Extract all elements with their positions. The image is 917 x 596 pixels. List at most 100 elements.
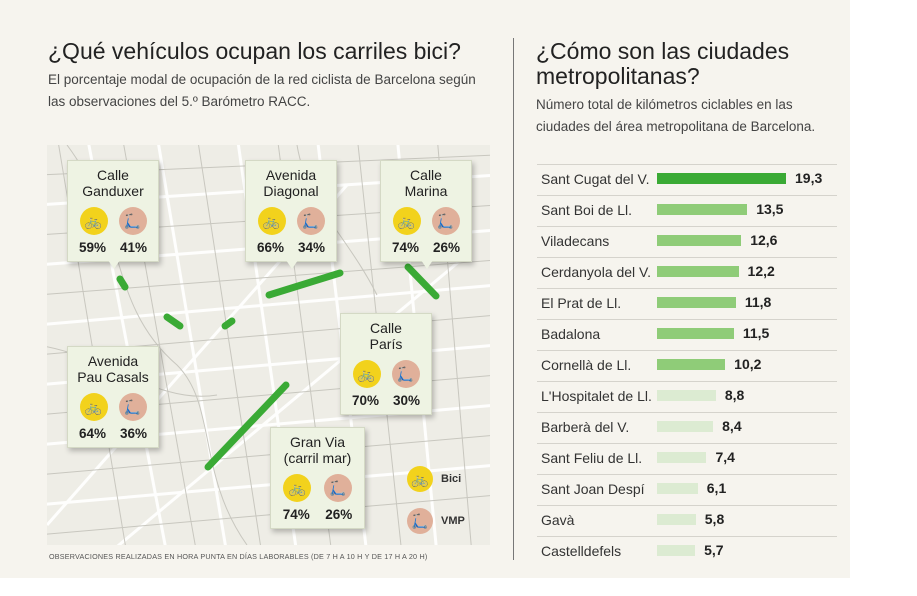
value-label: 6,1	[706, 480, 727, 496]
left-subtitle-line-1: El porcentaje modal de ocupación de la r…	[48, 72, 476, 87]
location-card-marina: Calle Marina 🚲 🛴 74% 26%	[380, 160, 472, 262]
chart-row: Sant Cugat del V. 19,3	[537, 164, 837, 196]
bar	[657, 545, 696, 556]
value-label: 7,4	[715, 449, 735, 465]
location-card-diagonal: Avenida Diagonal 🚲 🛴 66% 34%	[245, 160, 337, 262]
scooter-icon: 🛴	[118, 393, 147, 421]
right-title-line-2: metropolitanas?	[536, 63, 700, 89]
category-label: El Prat de Ll.	[541, 295, 622, 311]
bar	[657, 452, 707, 463]
category-label: L'Hospitalet de Ll.	[541, 388, 652, 404]
bar	[657, 421, 714, 432]
location-name: Calle París	[369, 320, 403, 352]
chart-row: Cornellà de Ll. 10,2	[537, 350, 837, 382]
scooter-icon: 🛴	[323, 474, 352, 502]
category-label: Viladecans	[541, 233, 610, 249]
right-subtitle: Número total de kilómetros ciclables en …	[536, 94, 815, 138]
scooter-icon: 🛴	[431, 207, 460, 235]
card-pointer	[421, 260, 433, 269]
location-name: Gran Via (carril mar)	[283, 434, 352, 466]
bar	[657, 514, 696, 525]
route-ganduxer	[116, 275, 129, 291]
right-subtitle-line-2: ciudades del área metropolitana de Barce…	[536, 119, 816, 134]
bici-percent: 59%	[78, 240, 107, 255]
vmp-percent: 34%	[297, 240, 326, 255]
footnote: OBSERVACIONES REALIZADAS EN HORA PUNTA E…	[49, 552, 428, 561]
bar	[657, 390, 716, 401]
scooter-icon: 🛴	[118, 207, 147, 235]
right-title-line-1: ¿Cómo son las ciudades	[536, 38, 790, 64]
value-label: 11,8	[744, 294, 772, 310]
category-label: Gavà	[541, 512, 575, 528]
bar	[657, 328, 734, 339]
category-label: Sant Feliu de Ll.	[541, 450, 643, 466]
bicycle-icon: 🚲	[79, 207, 108, 235]
category-label: Badalona	[541, 326, 601, 342]
bici-percent: 74%	[282, 507, 310, 522]
location-name: Calle Ganduxer	[82, 167, 144, 199]
vmp-percent: 41%	[119, 240, 148, 255]
value-label: 13,5	[756, 201, 784, 217]
vmp-percent: 26%	[325, 507, 353, 522]
bicycle-icon: 🚲	[283, 474, 312, 502]
right-title: ¿Cómo son las ciudades metropolitanas?	[536, 39, 789, 89]
location-name: Avenida Pau Casals	[77, 353, 149, 385]
left-title: ¿Qué vehículos ocupan los carriles bici?	[48, 38, 461, 64]
location-name: Calle Marina	[404, 167, 448, 199]
left-subtitle: El porcentaje modal de ocupación de la r…	[48, 69, 476, 113]
chart-row: El Prat de Ll. 11,8	[537, 288, 837, 320]
value-label: 10,2	[734, 356, 762, 372]
chart-row: L'Hospitalet de Ll. 8,8	[537, 381, 837, 413]
right-subtitle-line-1: Número total de kilómetros ciclables en …	[536, 97, 793, 112]
chart-row: Sant Boi de Ll. 13,5	[537, 195, 837, 227]
route-diagonal	[265, 269, 344, 299]
chart-row: Gavà 5,8	[537, 505, 837, 537]
location-card-gran-via: Gran Via (carril mar) 🚲 🛴 74% 26%	[270, 427, 365, 529]
bar-chart: Sant Cugat del V. 19,3 Sant Boi de Ll. 13,5…	[537, 164, 837, 574]
bar	[657, 266, 739, 277]
category-label: Sant Cugat del V.	[541, 171, 650, 187]
bar	[657, 173, 786, 184]
category-label: Sant Joan Despí	[541, 481, 645, 497]
card-pointer	[286, 260, 298, 269]
chart-row: Viladecans 12,6	[537, 226, 837, 258]
bicycle-icon: 🚲	[352, 360, 381, 388]
value-label: 8,8	[724, 387, 745, 403]
legend-bici-label: Bici	[441, 473, 462, 485]
chart-row: Sant Feliu de Ll. 7,4	[537, 443, 837, 475]
category-label: Sant Boi de Ll.	[541, 202, 633, 218]
value-label: 5,8	[704, 511, 725, 527]
location-name: Avenida Diagonal	[263, 167, 319, 199]
legend-bici: 🚲 Bici	[407, 466, 461, 492]
location-card-pau-casals: Avenida Pau Casals 🚲 🛴 64% 36%	[67, 346, 159, 448]
bici-percent: 74%	[391, 240, 420, 255]
scooter-icon: 🛴	[391, 360, 420, 388]
bicycle-icon: 🚲	[257, 207, 286, 235]
value-label: 12,6	[750, 232, 778, 248]
card-pointer	[108, 260, 120, 269]
bar	[657, 483, 698, 494]
route-gran-via	[204, 381, 290, 471]
bici-percent: 70%	[351, 393, 380, 408]
bici-percent: 64%	[78, 426, 107, 441]
chart-row: Barberà del V. 8,4	[537, 412, 837, 444]
route-marina	[404, 263, 440, 300]
legend-vmp-label: VMP	[441, 515, 465, 527]
chart-row: Badalona 11,5	[537, 319, 837, 351]
value-label: 11,5	[742, 325, 770, 341]
vmp-percent: 36%	[119, 426, 148, 441]
route-paris	[221, 317, 236, 330]
chart-row: Cerdanyola del V. 12,2	[537, 257, 837, 289]
legend-vmp: 🛴 VMP	[407, 508, 465, 534]
bicycle-icon: 🚲	[407, 466, 433, 492]
bar	[657, 235, 742, 246]
value-label: 8,4	[722, 418, 742, 434]
bici-percent: 66%	[256, 240, 285, 255]
left-subtitle-line-2: las observaciones del 5.º Barómetro RACC…	[48, 94, 311, 109]
section-divider	[513, 38, 514, 560]
vmp-percent: 26%	[432, 240, 461, 255]
vmp-percent: 30%	[392, 393, 421, 408]
bicycle-icon: 🚲	[392, 207, 421, 235]
scooter-icon: 🛴	[407, 508, 433, 534]
chart-row: Castelldefels 5,7	[537, 536, 837, 568]
